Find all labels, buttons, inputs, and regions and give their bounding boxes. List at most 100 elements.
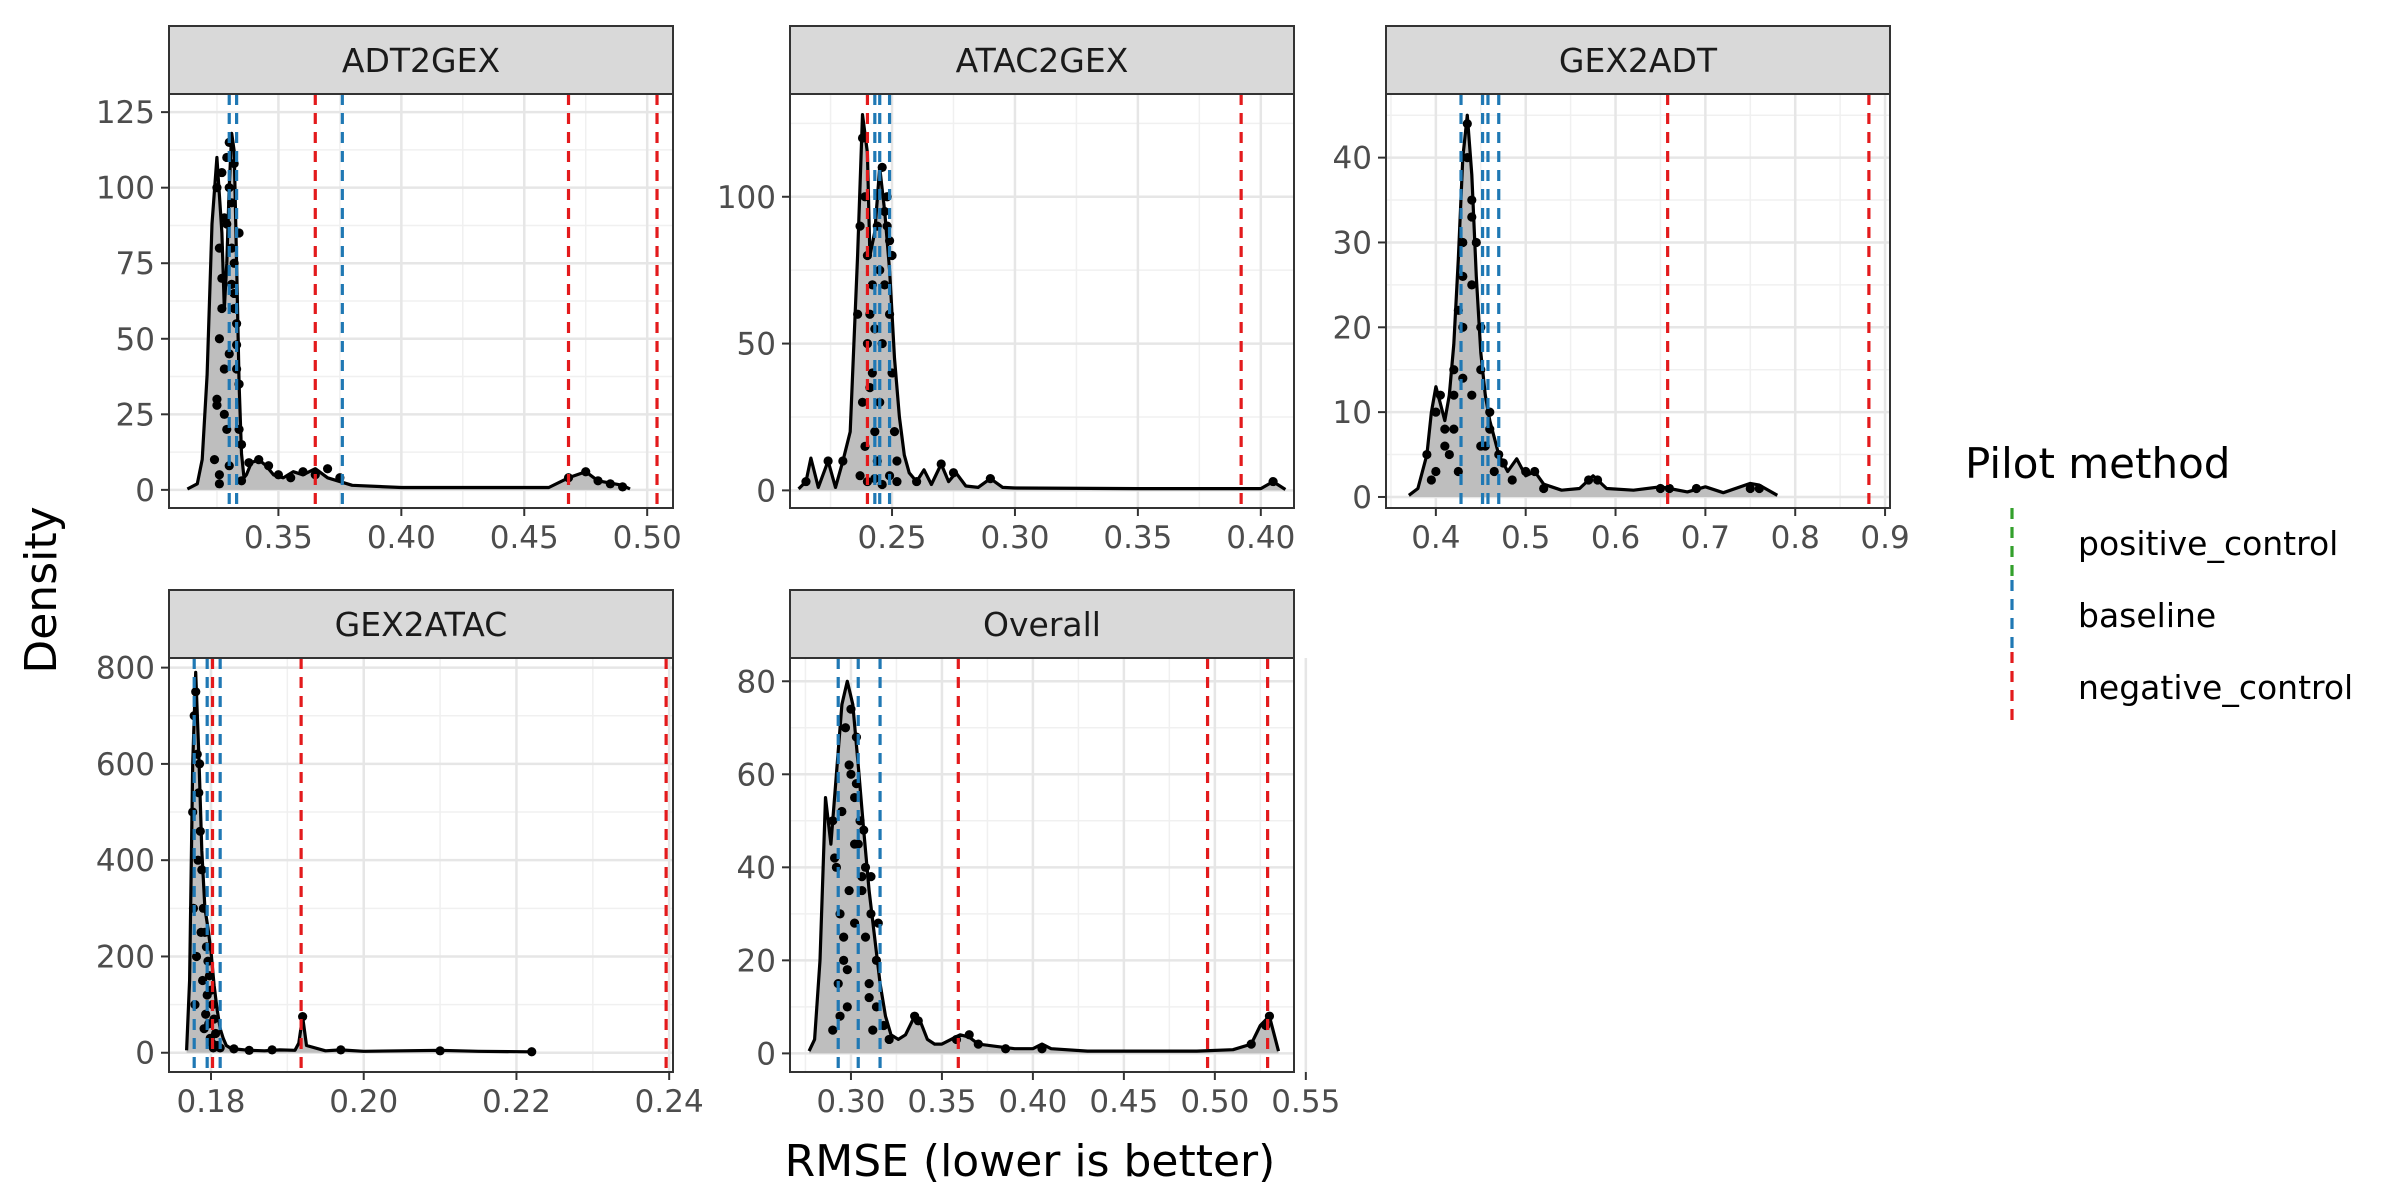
data-point <box>1745 483 1755 494</box>
data-point <box>855 471 865 481</box>
x-tick-label: 0.5 <box>1501 520 1550 556</box>
x-tick-label: 0.40 <box>998 1084 1067 1120</box>
panel-strip <box>168 589 674 659</box>
data-point <box>267 1045 277 1055</box>
data-point <box>1440 424 1450 434</box>
y-axis-title: Density <box>16 506 67 673</box>
data-point <box>593 476 603 486</box>
data-point <box>1664 483 1675 494</box>
x-tick-label: 0.4 <box>1411 520 1460 556</box>
data-point <box>948 468 959 478</box>
panel-strip <box>789 25 1295 95</box>
data-point <box>880 206 890 217</box>
y-tick-label: 20 <box>1333 310 1372 346</box>
data-point <box>860 932 871 942</box>
panel-border <box>168 657 674 1073</box>
panel-atac2gex: ATAC2GEX 0.25 0.30 0.35 0.40 0 50 100 <box>717 25 1295 556</box>
x-tick-label: 0.22 <box>482 1084 551 1120</box>
data-point <box>1431 466 1441 477</box>
x-axis-title: RMSE (lower is better) <box>785 1136 1276 1187</box>
x-tick-label: 0.20 <box>329 1084 398 1120</box>
panel-overall: Overall 0.30 0.35 0.40 0.45 0.50 0.55 0 20 40 60 80 <box>737 589 1340 1120</box>
data-point <box>849 839 860 849</box>
panel-title: Overall <box>983 605 1101 644</box>
data-point <box>1691 483 1701 494</box>
legend-title: Pilot method <box>1965 439 2230 488</box>
data-point <box>219 364 229 374</box>
data-point <box>191 687 201 697</box>
legend-entry-positive-control: positive_control <box>2010 508 2338 580</box>
legend-entry-baseline: baseline <box>2010 580 2216 652</box>
data-point <box>842 965 852 975</box>
data-point <box>298 467 308 477</box>
y-tick-label: 40 <box>1333 141 1372 177</box>
data-point <box>217 167 227 178</box>
x-tick-label: 0.45 <box>490 520 559 556</box>
y-tick-label: 50 <box>737 327 776 363</box>
data-point <box>1462 119 1472 129</box>
data-point <box>273 470 284 480</box>
data-point <box>201 1009 211 1019</box>
density-line <box>797 113 1287 491</box>
data-point <box>853 309 863 319</box>
panel-gex2adt: GEX2ADT 0.4 0.5 0.6 0.7 0.8 0.9 0 10 20 30 40 <box>1333 25 1910 556</box>
legend-label: baseline <box>2078 596 2216 635</box>
x-tick-label: 0.45 <box>1089 1084 1158 1120</box>
y-tick-label: 80 <box>737 664 776 700</box>
data-point <box>864 979 874 989</box>
data-point <box>1449 390 1459 400</box>
x-tick-label: 0.24 <box>635 1084 704 1120</box>
data-point <box>1449 365 1459 375</box>
data-point <box>1592 475 1603 485</box>
y-tick-label: 0 <box>135 1036 155 1072</box>
data-point <box>527 1047 537 1057</box>
data-point <box>244 458 254 468</box>
x-tick-label: 0.35 <box>1103 520 1172 556</box>
data-point <box>857 133 868 143</box>
data-point <box>828 1025 838 1035</box>
data-point <box>973 1039 983 1049</box>
data-point <box>844 760 854 770</box>
density-line <box>807 679 1281 1053</box>
data-point <box>298 1012 308 1022</box>
panel-title: ADT2GEX <box>342 41 500 80</box>
data-point <box>224 183 234 193</box>
x-tick-label: 0.35 <box>907 1084 976 1120</box>
data-point <box>912 476 922 487</box>
x-tick-label: 0.50 <box>1180 1084 1249 1120</box>
data-point <box>838 456 848 466</box>
panel-border <box>789 657 1295 1073</box>
data-point <box>1489 466 1499 477</box>
x-tick-label: 0.40 <box>367 520 436 556</box>
data-point <box>857 397 868 407</box>
data-point <box>1467 280 1477 290</box>
data-point <box>1583 475 1594 485</box>
data-point <box>859 825 869 835</box>
data-point <box>1507 475 1517 485</box>
data-point <box>839 932 849 942</box>
y-tick-label: 400 <box>96 843 155 879</box>
data-point <box>1001 1044 1011 1054</box>
panel-border <box>168 93 674 509</box>
data-point <box>214 243 224 253</box>
data-point <box>864 992 874 1003</box>
data-point <box>1521 466 1531 477</box>
data-point <box>1431 407 1441 417</box>
data-point <box>227 198 237 208</box>
panel-adt2gex: ADT2GEX 0.35 0.40 0.45 0.50 0 25 50 75 100 125 <box>96 25 682 556</box>
data-point <box>236 476 247 486</box>
data-point <box>194 759 205 769</box>
legend-label: negative_control <box>2078 668 2353 707</box>
data-point <box>1453 466 1463 477</box>
data-point <box>985 474 995 484</box>
legend: Pilot method positive_control baseline neg… <box>1965 439 2353 724</box>
y-tick-label: 100 <box>717 180 776 216</box>
panel-border <box>789 93 1295 509</box>
y-tick-label: 800 <box>96 651 155 687</box>
data-point <box>880 280 890 290</box>
data-point <box>209 455 220 465</box>
legend-label: positive_control <box>2078 524 2338 563</box>
data-point <box>842 1002 852 1012</box>
y-tick-label: 60 <box>737 757 776 793</box>
